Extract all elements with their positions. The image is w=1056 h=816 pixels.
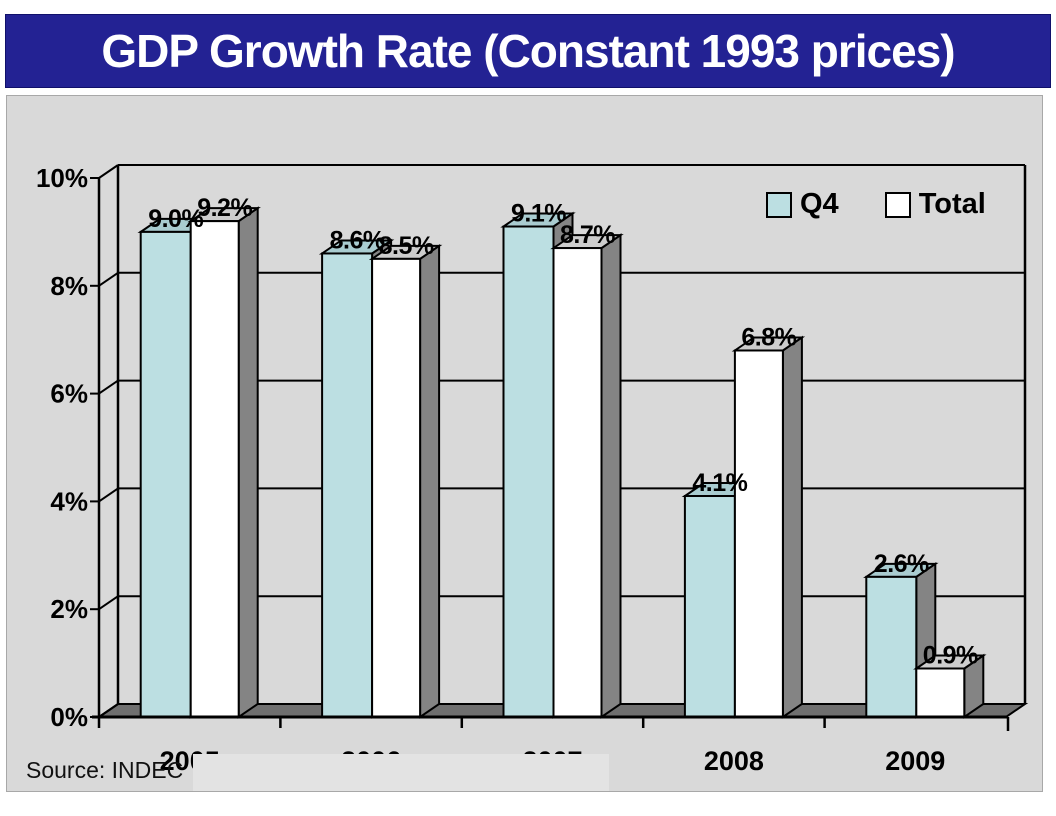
total-swatch-icon [884, 191, 911, 218]
chart-title: GDP Growth Rate (Constant 1993 prices) [101, 25, 955, 77]
legend-label-q4: Q4 [800, 188, 839, 220]
source-note: Source: INDEC [26, 757, 184, 783]
redacted-text-box [193, 754, 609, 791]
title-banner: GDP Growth Rate (Constant 1993 prices) [5, 14, 1051, 88]
legend-item-q4: Q4 [766, 188, 839, 221]
q4-swatch-icon [766, 191, 792, 218]
legend-label-total: Total [918, 188, 986, 220]
legend-item-total: Total [884, 188, 986, 221]
chart-legend: Q4 Total [766, 188, 986, 221]
